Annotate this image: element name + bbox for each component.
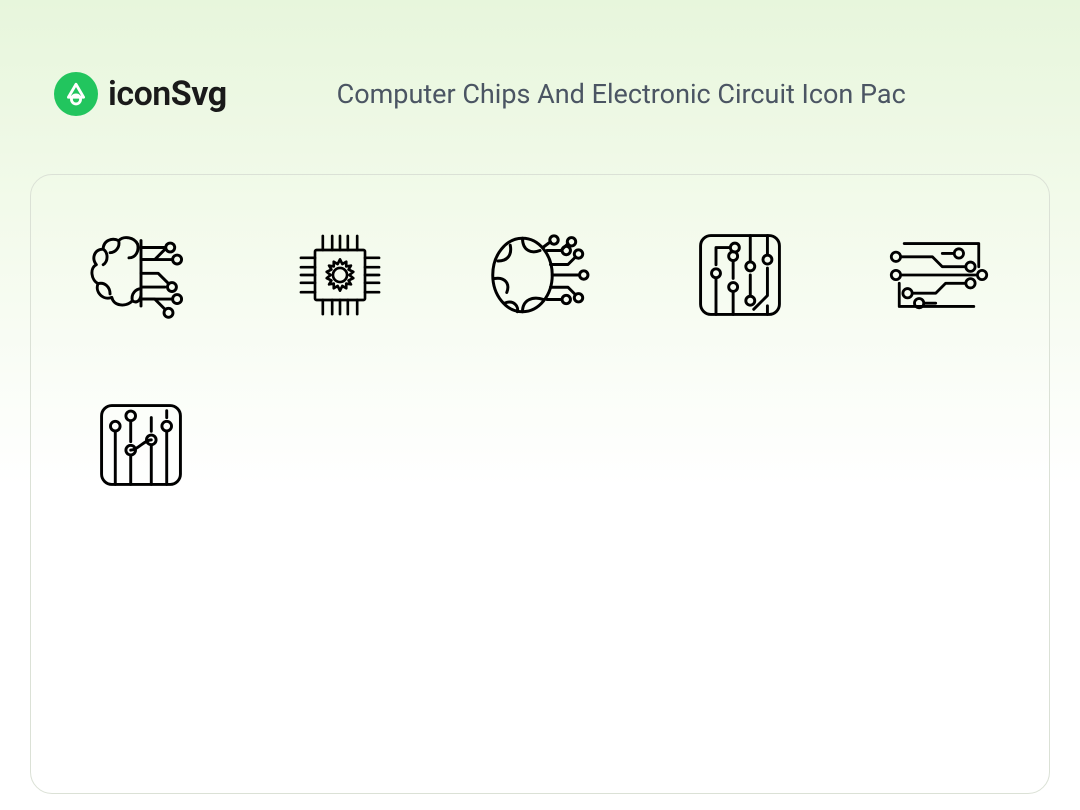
icon-circuit-flow[interactable] bbox=[879, 225, 999, 325]
page-title: Computer Chips And Electronic Circuit Ic… bbox=[337, 78, 906, 110]
brand-name-prefix: icon bbox=[108, 74, 171, 114]
brand-logo[interactable]: iconSvg bbox=[54, 72, 227, 116]
brand-name: iconSvg bbox=[108, 74, 227, 114]
icon-grid bbox=[71, 225, 1009, 495]
page-header: iconSvg Computer Chips And Electronic Ci… bbox=[0, 0, 1080, 144]
icon-cpu-gear[interactable] bbox=[280, 225, 400, 325]
brand-name-suffix: Svg bbox=[171, 74, 227, 114]
icon-circuit-board-a[interactable] bbox=[680, 225, 800, 325]
brand-badge-icon bbox=[54, 72, 98, 116]
icon-pack-panel bbox=[30, 174, 1050, 794]
icon-circuit-board-b[interactable] bbox=[81, 395, 201, 495]
icon-brain-circuit[interactable] bbox=[81, 225, 201, 325]
icon-brain-connections[interactable] bbox=[480, 225, 600, 325]
